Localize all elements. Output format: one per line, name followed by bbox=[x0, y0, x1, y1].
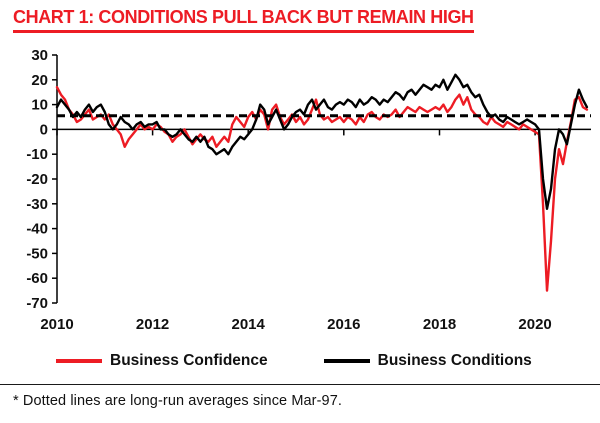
y-tick-label: -20 bbox=[26, 171, 48, 188]
x-tick-label: 2016 bbox=[327, 316, 360, 333]
x-tick-label: 2014 bbox=[232, 316, 266, 333]
y-tick-label: -70 bbox=[26, 295, 48, 312]
legend-item-business-conditions: Business Conditions bbox=[323, 352, 532, 370]
legend-line-black bbox=[323, 359, 370, 363]
chart-legend: Business Confidence Business Conditions bbox=[0, 348, 600, 374]
y-tick-label: -40 bbox=[26, 221, 48, 238]
legend-label-business-confidence: Business Confidence bbox=[110, 352, 268, 369]
x-tick-label: 2020 bbox=[518, 316, 551, 333]
chart-panel: CHART 1: CONDITIONS PULL BACK BUT REMAIN… bbox=[0, 7, 600, 409]
x-tick-label: 2012 bbox=[136, 316, 169, 333]
y-tick-label: 0 bbox=[40, 121, 48, 138]
chart-area: 30 20 10 0 -10 -20 -30 -40 -50 -60 -70 2010 2012 2014… bbox=[0, 35, 600, 344]
chart-footnote: * Dotted lines are long-run averages sin… bbox=[0, 384, 600, 409]
y-tick-label: 10 bbox=[31, 97, 48, 114]
legend-label-business-conditions: Business Conditions bbox=[377, 352, 532, 369]
x-tick-label: 2018 bbox=[423, 316, 456, 333]
y-tick-label: -60 bbox=[26, 270, 48, 287]
y-tick-label: 20 bbox=[31, 72, 48, 89]
y-tick-label: -10 bbox=[26, 146, 48, 163]
legend-item-business-confidence: Business Confidence bbox=[56, 352, 268, 370]
y-tick-label: 30 bbox=[31, 47, 48, 64]
series-line-business-conditions bbox=[55, 73, 589, 211]
x-tick-label: 2010 bbox=[40, 316, 73, 333]
y-tick-label: -30 bbox=[26, 196, 48, 213]
legend-line-red bbox=[56, 359, 102, 363]
y-tick-label: -50 bbox=[26, 245, 48, 262]
chart-title: CHART 1: CONDITIONS PULL BACK BUT REMAIN… bbox=[13, 7, 474, 33]
